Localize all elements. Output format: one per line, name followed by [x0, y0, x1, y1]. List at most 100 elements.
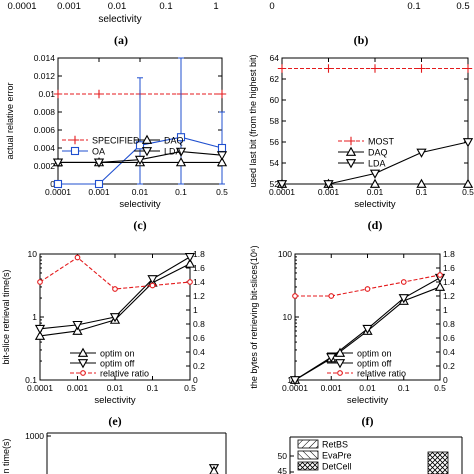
legend-entry-label: LDA	[164, 147, 182, 157]
legend-entry-label: DAQ	[164, 136, 184, 146]
y2-tick-label: 1.6	[193, 263, 205, 273]
square-marker	[53, 179, 63, 189]
triangle-up-marker	[77, 347, 89, 357]
x-tick-label: 0.0001	[282, 383, 308, 393]
series-line	[295, 274, 441, 297]
y-axis-label: used last bit (from the highest bit)	[248, 54, 258, 187]
x-axis-label: selectivity	[94, 395, 135, 406]
legend-entry-label: DAQ	[368, 148, 388, 158]
x-tick-label: 0.001	[321, 383, 343, 393]
strip-tick: 0	[269, 1, 274, 12]
plus-marker	[324, 64, 333, 73]
circle-marker	[80, 370, 86, 376]
x-axis-label: selectivity	[119, 199, 160, 210]
legend-entry-label: optim off	[357, 359, 392, 369]
x-tick-label: 0.01	[132, 187, 149, 197]
triangle-down-marker	[369, 169, 381, 179]
panel-caption: (f)	[362, 414, 374, 428]
y2-tick-label: 0.8	[193, 319, 205, 329]
triangle-down-marker	[52, 158, 64, 168]
triangle-up-marker	[416, 178, 427, 188]
y2-tick-label: 0.6	[443, 333, 455, 343]
x-axis-label: selectivity	[347, 395, 388, 406]
triangle-down-marker	[175, 147, 187, 157]
panel-caption: (c)	[133, 218, 146, 232]
x-tick-label: 0.5	[216, 187, 228, 197]
series-line	[39, 256, 191, 290]
legend-entry-label: optim off	[100, 359, 135, 369]
strip-tick: 0.0001	[7, 1, 36, 12]
y2-tick-label: 0.4	[443, 347, 455, 357]
y-tick-label: 1000	[25, 431, 44, 441]
triangle-down-marker	[398, 294, 409, 304]
circle-marker	[337, 370, 343, 376]
circle-marker	[400, 279, 407, 285]
x-tick-label: 0.001	[318, 187, 340, 197]
x-tick-label: 0.1	[147, 383, 159, 393]
y-axis-label: actual relative error	[5, 82, 15, 159]
triangle-down-marker	[77, 359, 89, 369]
square-marker	[176, 133, 186, 142]
y2-tick-label: 1.8	[443, 249, 455, 259]
plus-marker	[417, 64, 426, 73]
triangle-down-marker	[109, 313, 121, 323]
y-tick-label: 58	[270, 116, 280, 126]
y-tick-label: 64	[270, 53, 280, 63]
triangle-down-marker	[326, 353, 337, 363]
legend-swatch	[297, 450, 319, 460]
panel-f-retrieved-bytes: 1 10 100 0 0.2 0.4 0.6 0.8 1 1.2 1.4 1.6 1.8 0.0001 0.…	[249, 245, 455, 428]
legend-entry-label: MOST	[368, 137, 395, 147]
legend-entry-label: optim on	[357, 349, 392, 359]
y2-tick-label: 1.8	[193, 249, 205, 259]
top-strip: 0.0001 0.001 0.01 0.1 1 selectivity (a) …	[7, 1, 469, 47]
y-axis-label: bit-slice retrieval time(s)	[1, 269, 11, 364]
triangle-up-marker	[175, 157, 187, 167]
y2-tick-label: 1.4	[193, 277, 205, 287]
y2-tick-label: 0	[193, 375, 198, 385]
y-tick-label: 45	[278, 466, 288, 474]
triangle-down-marker	[362, 324, 373, 335]
legend-swatch	[297, 439, 319, 449]
plus-marker	[53, 89, 63, 99]
y-tick-label: 0.006	[34, 125, 56, 135]
y-tick-label: 10	[283, 312, 293, 322]
plus-marker	[217, 89, 227, 99]
triangle-up-marker	[369, 178, 381, 188]
x-tick-label: 0.01	[107, 383, 124, 393]
y-tick-label: 0.012	[34, 71, 56, 81]
y-tick-label: 1	[287, 375, 292, 385]
legend-label: DetCell	[322, 462, 352, 472]
y-tick-label: 52	[270, 179, 280, 189]
plus-marker	[70, 135, 80, 145]
circle-marker	[149, 282, 156, 289]
triangle-up-marker	[345, 146, 357, 156]
series-relative-ratio	[292, 272, 443, 299]
triangle-down-marker	[216, 151, 228, 161]
x-tick-label: 0.0001	[269, 187, 295, 197]
plus-marker	[94, 89, 104, 99]
plus-marker	[346, 136, 356, 146]
panel-c-relative-error: 0 0.002 0.004 0.006 0.008 0.01 0.012 0.014 0.000…	[5, 53, 228, 232]
triangle-up-marker	[72, 325, 83, 335]
square-marker	[135, 141, 145, 150]
series-lda	[52, 147, 228, 168]
triangle-down-marker	[93, 158, 105, 168]
triangle-down-marker	[141, 147, 153, 157]
circle-marker	[292, 293, 298, 299]
y2-tick-label: 0	[443, 375, 448, 385]
plus-marker	[277, 64, 287, 73]
y-tick-label: 0	[50, 179, 55, 189]
y-tick-label: 0.01	[38, 89, 55, 99]
triangle-up-marker	[434, 281, 446, 291]
y2-tick-label: 0.2	[193, 361, 205, 371]
y-tick-label: 1	[32, 312, 37, 322]
circle-marker	[437, 272, 443, 278]
triangle-down-marker	[147, 275, 158, 285]
